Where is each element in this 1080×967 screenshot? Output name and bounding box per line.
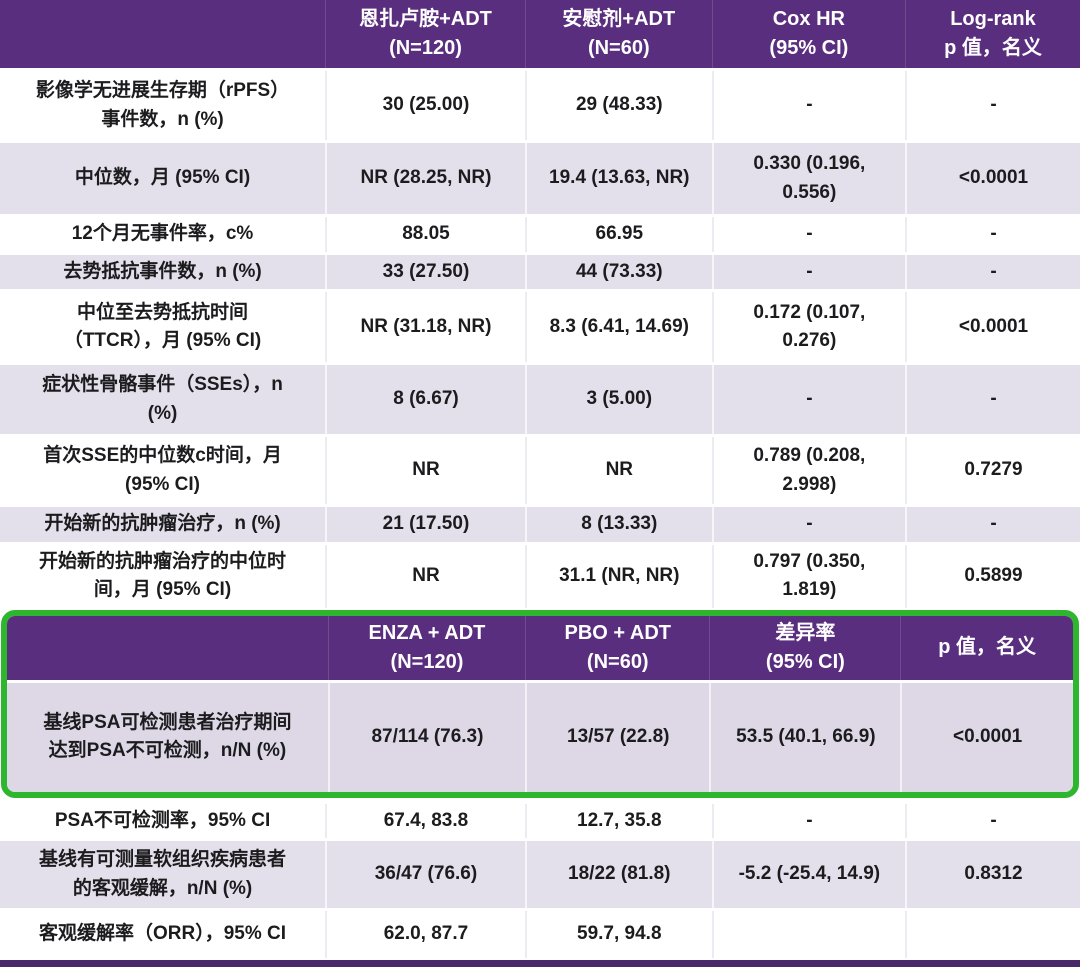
table-bottom-rule (0, 960, 1080, 967)
value-cell: - (905, 803, 1080, 838)
header-cell-logrank-p: Log-rank p 值，名义 (905, 0, 1080, 68)
value-cell: 0.172 (0.107, 0.276) (711, 292, 905, 362)
value-cell: - (711, 254, 905, 289)
table-row-rpfs-events: 影像学无进展生存期（rPFS） 事件数，n (%) 30 (25.00) 29 … (0, 68, 1080, 140)
value-cell: 31.1 (NR, NR) (524, 544, 712, 608)
value-cell: 0.8312 (905, 841, 1080, 908)
row-label: PSA不可检测率，95% CI (54, 809, 271, 831)
value-cell: 88.05 (325, 217, 525, 252)
table-row-new-antineoplastic-therapy: 开始新的抗肿瘤治疗，n (%) 21 (17.50) 8 (13.33) - - (0, 504, 1080, 542)
value-cell: - (711, 217, 905, 252)
value-cell: 8 (13.33) (524, 507, 712, 542)
header-cell-empty (0, 0, 325, 68)
header-cell-placebo-adt: 安慰剂+ADT (N=60) (524, 0, 712, 68)
row-label: 影像学无进展生存期（rPFS） 事件数，n (%) (35, 80, 290, 130)
value-cell: -5.2 (-25.4, 14.9) (711, 841, 905, 908)
row-label: 开始新的抗肿瘤治疗，n (%) (44, 513, 281, 534)
value-cell: <0.0001 (905, 292, 1080, 362)
table-row-orr-ci: 客观缓解率（ORR），95% CI 62.0, 87.7 59.7, 94.8 (0, 908, 1080, 958)
row-label: 基线PSA可检测患者治疗期间 达到PSA不可检测，n/N (%) (43, 711, 292, 762)
value-cell: 44 (73.33) (524, 254, 712, 289)
table-row-12mo-event-free: 12个月无事件率，c% 88.05 66.95 - - (0, 214, 1080, 252)
value-cell: 67.4, 83.8 (325, 803, 525, 838)
value-cell (711, 911, 905, 958)
highlight-box: ENZA + ADT (N=120) PBO + ADT (N=60) 差异率 … (1, 609, 1079, 798)
row-label: 基线有可测量软组织疾病患者 的客观缓解，n/N (%) (39, 849, 287, 899)
table-row-castration-resistance-events: 去势抵抗事件数，n (%) 33 (27.50) 44 (73.33) - - (0, 251, 1080, 289)
table-row-psa-undetectable: 基线PSA可检测患者治疗期间 达到PSA不可检测，n/N (%) 87/114 … (7, 679, 1073, 792)
value-cell: 87/114 (76.3) (327, 682, 525, 792)
row-label: 中位数，月 (95% CI) (74, 167, 251, 189)
value-cell: - (711, 365, 905, 434)
value-cell: 8.3 (6.41, 14.69) (524, 292, 712, 362)
value-cell: 53.5 (40.1, 66.9) (709, 682, 900, 792)
value-cell: - (905, 71, 1080, 140)
secondary-header-row: ENZA + ADT (N=120) PBO + ADT (N=60) 差异率 … (7, 615, 1073, 680)
row-label: 开始新的抗肿瘤治疗的中位时 间，月 (95% CI) (39, 550, 287, 601)
value-cell: 36/47 (76.6) (325, 841, 525, 908)
value-cell: 29 (48.33) (524, 71, 712, 140)
value-cell: NR (325, 544, 525, 608)
value-cell: NR (325, 437, 525, 504)
value-cell: 0.5899 (905, 544, 1080, 608)
value-cell: 13/57 (22.8) (525, 682, 709, 792)
row-label: 12个月无事件率，c% (71, 223, 254, 244)
row-label: 去势抵抗事件数，n (%) (63, 260, 262, 282)
value-cell: 0.789 (0.208, 2.998) (711, 437, 905, 504)
row-label: 客观缓解率（ORR），95% CI (39, 923, 287, 945)
table-row-first-sse-median-time: 首次SSE的中位数c时间，月 (95% CI) NR NR 0.789 (0.2… (0, 434, 1080, 504)
value-cell: <0.0001 (905, 143, 1080, 214)
header-cell-p-value: p 值，名义 (900, 615, 1073, 680)
table-row-median-time-new-therapy: 开始新的抗肿瘤治疗的中位时 间，月 (95% CI) NR 31.1 (NR, … (0, 541, 1080, 608)
header-cell-enza-adt: 恩扎卢胺+ADT (N=120) (325, 0, 525, 68)
table-row-psa-undetectable-rate-ci: PSA不可检测率，95% CI 67.4, 83.8 12.7, 35.8 - … (0, 800, 1080, 838)
row-label: 首次SSE的中位数c时间，月 (95% CI) (43, 445, 282, 495)
table-row-median-months: 中位数，月 (95% CI) NR (28.25, NR) 19.4 (13.6… (0, 140, 1080, 214)
value-cell: 18/22 (81.8) (524, 841, 712, 908)
value-cell: 30 (25.00) (325, 71, 525, 140)
value-cell: 62.0, 87.7 (325, 911, 525, 958)
value-cell: 59.7, 94.8 (524, 911, 712, 958)
value-cell: - (711, 803, 905, 838)
value-cell: <0.0001 (900, 682, 1073, 792)
value-cell: 0.7279 (905, 437, 1080, 504)
header-cell-empty (7, 616, 328, 680)
value-cell: - (711, 507, 905, 542)
table-row-objective-response-soft-tissue: 基线有可测量软组织疾病患者 的客观缓解，n/N (%) 36/47 (76.6)… (0, 838, 1080, 908)
value-cell: 19.4 (13.63, NR) (524, 143, 712, 214)
value-cell (905, 911, 1080, 958)
table-row-ttcr: 中位至去势抵抗时间 （TTCR），月 (95% CI) NR (31.18, N… (0, 289, 1080, 362)
value-cell: 8 (6.67) (325, 365, 525, 434)
table-row-sses: 症状性骨骼事件（SSEs），n (%) 8 (6.67) 3 (5.00) - … (0, 362, 1080, 434)
value-cell: 3 (5.00) (524, 365, 712, 434)
value-cell: 21 (17.50) (325, 507, 525, 542)
value-cell: - (905, 365, 1080, 434)
value-cell: 33 (27.50) (325, 254, 525, 289)
header-cell-enza-adt: ENZA + ADT (N=120) (327, 615, 525, 680)
value-cell: 0.330 (0.196, 0.556) (711, 143, 905, 214)
value-cell: 0.797 (0.350, 1.819) (711, 544, 905, 608)
value-cell: - (905, 254, 1080, 289)
header-cell-pbo-adt: PBO + ADT (N=60) (525, 615, 709, 680)
header-cell-rate-difference: 差异率 (95% CI) (709, 615, 900, 680)
value-cell: - (905, 217, 1080, 252)
row-label: 症状性骨骼事件（SSEs），n (%) (42, 374, 283, 424)
value-cell: NR (524, 437, 712, 504)
header-cell-cox-hr: Cox HR (95% CI) (711, 0, 905, 68)
value-cell: 12.7, 35.8 (524, 803, 712, 838)
primary-header-row: 恩扎卢胺+ADT (N=120) 安慰剂+ADT (N=60) Cox HR (… (0, 0, 1080, 68)
value-cell: 66.95 (524, 217, 712, 252)
value-cell: NR (28.25, NR) (325, 143, 525, 214)
row-label: 中位至去势抵抗时间 （TTCR），月 (95% CI) (63, 301, 262, 352)
value-cell: - (711, 71, 905, 140)
value-cell: NR (31.18, NR) (325, 292, 525, 362)
value-cell: - (905, 507, 1080, 542)
